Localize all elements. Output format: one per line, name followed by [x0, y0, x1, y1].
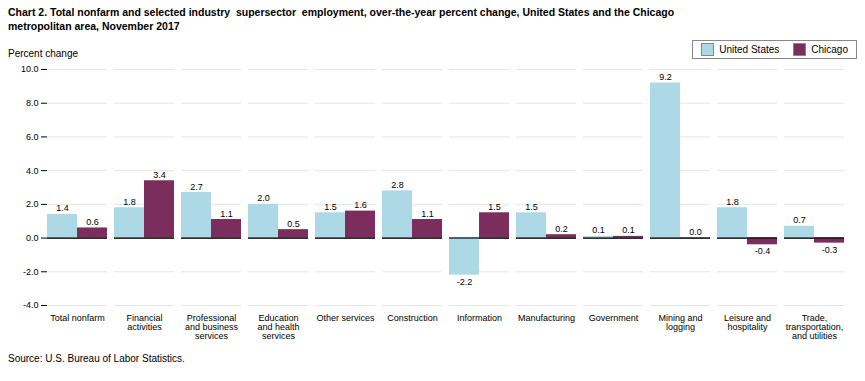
svg-text:1.1: 1.1 — [421, 209, 434, 219]
svg-text:1.8: 1.8 — [123, 197, 136, 207]
html-text:Source: U.S. Bureau of Labor S: Source: U.S. Bureau of Labor Statistics. — [8, 353, 185, 365]
svg-text:-4.0: -4.0 — [23, 301, 39, 311]
svg-text:Total nonfarm: Total nonfarm — [50, 313, 105, 323]
svg-text:1.5: 1.5 — [488, 202, 501, 212]
svg-text:-2.2: -2.2 — [457, 277, 473, 287]
svg-text:8.0: 8.0 — [26, 98, 39, 108]
svg-text:Other services: Other services — [316, 313, 375, 323]
svg-text:1.6: 1.6 — [354, 200, 367, 210]
svg-text:1.5: 1.5 — [324, 202, 337, 212]
svg-text:3.4: 3.4 — [153, 170, 166, 180]
svg-text:0.2: 0.2 — [555, 224, 568, 234]
html-text:Chart 2. Total nonfarm and sel: Chart 2. Total nonfarm and selected indu… — [8, 6, 675, 32]
svg-text:1.4: 1.4 — [56, 204, 69, 214]
svg-text:Leisure andhospitality: Leisure andhospitality — [724, 313, 771, 332]
svg-text:2.8: 2.8 — [391, 180, 404, 190]
svg-text:4.0: 4.0 — [26, 166, 39, 176]
html-text:United States: United States — [719, 44, 780, 56]
html-text:Chicago: Chicago — [811, 44, 848, 56]
svg-text:Trade,transportation,and utili: Trade,transportation,and utilities — [786, 313, 844, 341]
svg-text:0.5: 0.5 — [287, 219, 300, 229]
svg-text:2.0: 2.0 — [26, 200, 39, 210]
svg-text:-2.0: -2.0 — [23, 267, 39, 277]
svg-text:2.0: 2.0 — [257, 194, 270, 204]
svg-text:-0.3: -0.3 — [822, 245, 838, 255]
svg-text:Government: Government — [589, 313, 639, 323]
svg-text:6.0: 6.0 — [26, 132, 39, 142]
svg-text:Financialactivities: Financialactivities — [126, 313, 162, 332]
svg-text:1.5: 1.5 — [525, 202, 538, 212]
svg-text:Educationand healthservices: Educationand healthservices — [257, 313, 299, 341]
svg-text:2.7: 2.7 — [190, 182, 203, 192]
svg-text:Mining andlogging: Mining andlogging — [658, 313, 702, 332]
svg-text:1.8: 1.8 — [726, 197, 739, 207]
svg-text:0.0: 0.0 — [689, 227, 702, 237]
svg-text:1.1: 1.1 — [220, 209, 233, 219]
svg-text:0.1: 0.1 — [592, 226, 605, 236]
svg-text:0.0: 0.0 — [26, 233, 39, 243]
svg-text:Manufacturing: Manufacturing — [518, 313, 575, 323]
svg-text:9.2: 9.2 — [659, 72, 672, 82]
svg-text:Professionaland businessservic: Professionaland businessservices — [185, 313, 239, 341]
svg-text:Information: Information — [457, 313, 502, 323]
svg-text:-0.4: -0.4 — [755, 246, 771, 256]
html-text:Percent change: Percent change — [8, 48, 79, 60]
svg-text:10.0: 10.0 — [21, 65, 39, 75]
svg-text:0.6: 0.6 — [86, 217, 99, 227]
svg-text:0.7: 0.7 — [793, 216, 806, 226]
svg-text:0.1: 0.1 — [622, 226, 635, 236]
svg-text:Construction: Construction — [387, 313, 438, 323]
